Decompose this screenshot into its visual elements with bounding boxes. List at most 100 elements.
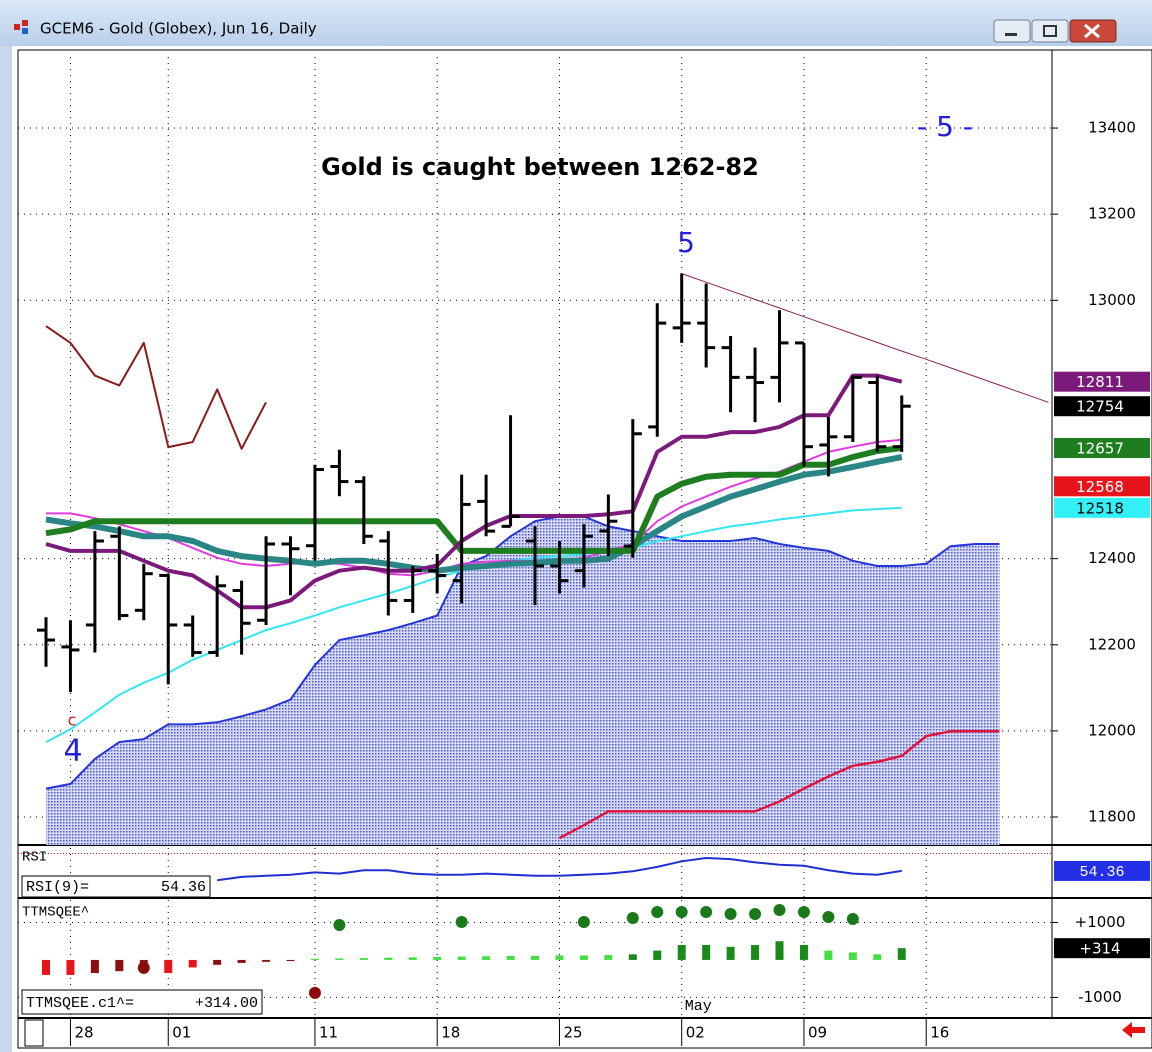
histogram-bar [115,959,124,972]
squeeze-dot [137,961,150,974]
histogram-bar [433,956,442,960]
window-title: GCEM6 - Gold (Globex), Jun 16, Daily [40,20,317,38]
squeeze-dot [308,986,321,999]
scroll-box[interactable] [24,1019,44,1047]
x-tick-label: 09 [808,1024,827,1042]
histogram-bar [286,959,295,962]
histogram-bar [799,944,808,960]
value-box-label: +314 [1079,940,1120,958]
readout-label: TTMSQEE.c1^= [26,995,134,1012]
price-label: 12811 [1076,373,1124,391]
price-label-box [1054,437,1150,458]
histogram-bar [726,946,735,960]
annotation: 4 [63,734,82,769]
y-tick-label: 13000 [1088,291,1136,309]
histogram-bar [188,959,197,968]
histogram-bar [873,954,882,960]
histogram-bar [90,959,99,974]
indicator-line [45,445,903,554]
rsi-panel [18,848,1052,898]
histogram-bar [408,957,417,960]
cloud-edge [45,515,1000,790]
histogram-bar [751,944,760,960]
histogram-bar [482,956,491,960]
squeeze-dot [577,915,590,928]
readout-box [21,989,263,1015]
maximize-button[interactable] [1031,19,1069,43]
histogram-bar [579,955,588,960]
histogram-bar [237,959,246,963]
histogram-bar [677,944,686,960]
y-tick-label: 11800 [1088,808,1136,826]
y-tick-label: 13200 [1088,205,1136,223]
histogram-bar [653,950,662,960]
price-label: 12568 [1076,478,1124,496]
readout-value: 54.36 [161,879,206,896]
squeeze-dot [700,905,713,918]
y-tick-label: 13400 [1088,119,1136,137]
panel-label: RSI [22,850,47,866]
annotation: Gold is caught between 1262-82 [321,153,759,181]
scroll-arrow[interactable] [1122,1022,1145,1038]
overlay: 28 01 11 18 25 02 09 16 May 11800 12000 12200 12400 1… [21,110,1150,1046]
y-tick-label: 12000 [1088,721,1136,739]
indicator-line [45,454,903,574]
value-box [1054,938,1150,959]
x-tick-label: 16 [930,1024,949,1042]
title-bar [0,0,1152,46]
histogram-bar [457,956,466,960]
price-label-box [1054,396,1150,417]
histogram-bar [775,941,784,960]
histogram-bar [628,954,637,960]
x-tick-label: 25 [563,1024,582,1042]
histogram-bar [604,955,613,960]
histogram-bar [42,959,50,975]
histogram-bar [897,948,906,960]
price-label: 12518 [1076,499,1124,517]
squeeze-dot [626,911,639,924]
annotation: - 5 - [917,110,973,143]
value-box [1054,860,1150,881]
app-icon [14,20,28,34]
x-tick-label: 02 [686,1024,705,1042]
histogram-bar [531,955,539,960]
close-button[interactable] [1069,19,1117,43]
indicator-line [681,273,1049,403]
indicator-line [45,325,267,450]
histogram-bar [506,955,515,960]
value-box-label: 54.36 [1079,864,1124,881]
price-label-box [1054,371,1150,392]
squeeze-dot [333,918,346,931]
readout-label: RSI(9)= [26,879,89,896]
histogram-bar [848,952,857,960]
squeeze-panel [18,900,1052,1018]
indicator-line [558,730,1000,840]
squeeze-dot [797,905,810,918]
squeeze-dot [455,915,468,928]
squeeze-dot [773,904,786,917]
x-tick-label: 18 [441,1024,460,1042]
cloud-area [46,516,1000,845]
squeeze-dot [846,912,859,925]
readout-value: +314.00 [195,995,258,1012]
squeeze-dot [651,905,664,918]
x-tick-label: 28 [74,1024,93,1042]
histogram-bar [335,958,344,960]
price-label: 12657 [1076,439,1124,457]
histogram-bar [66,959,75,975]
histogram-bar [702,944,711,960]
histogram-bar [384,957,393,960]
panel-label: TTMSQEE^ [22,905,89,921]
x-tick-label: 01 [172,1024,191,1042]
y-tick-label: 12400 [1088,549,1136,567]
histogram-bar [213,959,222,965]
y-tick-label: +1000 [1075,913,1126,931]
squeeze-dot [822,910,835,923]
squeeze-dot [749,907,762,920]
squeeze-dot [724,907,737,920]
minimize-button[interactable] [993,19,1031,43]
readout-box [21,875,211,898]
indicator-line [45,373,903,610]
